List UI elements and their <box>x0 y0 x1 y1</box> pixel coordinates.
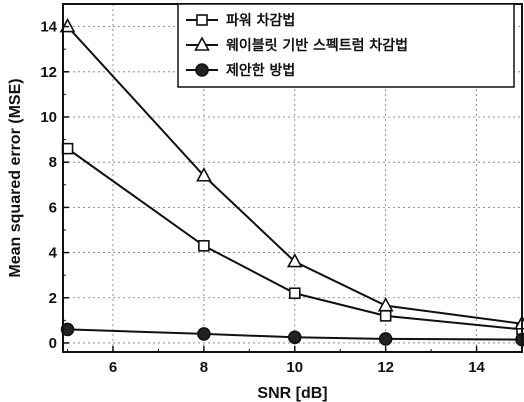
x-tick-label: 12 <box>377 359 394 376</box>
legend-entry: 웨이블릿 기반 스펙트럼 차감법 <box>186 36 408 54</box>
y-axis-title: Mean squared error (MSE) <box>7 78 24 277</box>
square-marker <box>61 142 74 155</box>
legend-entry: 파워 차감법 <box>186 12 295 29</box>
legend-entry: 제안한 방법 <box>186 62 295 79</box>
legend-label: 제안한 방법 <box>226 62 295 79</box>
x-axis-title: SNR [dB] <box>257 385 327 402</box>
triangle-marker <box>196 167 212 182</box>
y-tick-label: 14 <box>40 19 57 36</box>
y-tick-label: 6 <box>49 199 57 216</box>
y-tick-label: 2 <box>49 290 57 307</box>
triangle-marker <box>194 36 210 51</box>
y-tick-label: 12 <box>40 64 57 81</box>
square-marker <box>379 310 392 322</box>
triangle-marker <box>286 252 303 268</box>
legend-label: 웨이블릿 기반 스펙트럼 차감법 <box>226 37 408 54</box>
x-tick-label: 6 <box>109 359 117 376</box>
legend-box <box>177 3 515 88</box>
triangle-marker <box>59 17 76 33</box>
x-tick-label: 8 <box>200 359 208 376</box>
x-tick-label: 10 <box>286 359 303 376</box>
series-1 <box>61 142 524 336</box>
circle-marker <box>60 322 75 337</box>
legend-label: 파워 차감법 <box>226 12 295 29</box>
y-tick-label: 4 <box>49 245 58 262</box>
x-tick-label: 14 <box>468 359 485 376</box>
circle-marker <box>378 332 393 346</box>
circle-marker <box>195 63 209 77</box>
y-tick-label: 10 <box>40 109 57 126</box>
triangle-marker <box>377 296 394 312</box>
square-marker <box>288 287 301 300</box>
square-marker <box>196 14 208 26</box>
circle-marker <box>197 327 211 341</box>
series-3 <box>60 322 524 347</box>
axis-ticks: 6 8 10 12 14 0 2 4 6 8 10 12 14 <box>40 3 523 376</box>
square-marker <box>198 239 210 252</box>
y-tick-label: 0 <box>49 335 57 352</box>
y-tick-label: 8 <box>49 154 57 171</box>
circle-marker <box>287 330 302 345</box>
